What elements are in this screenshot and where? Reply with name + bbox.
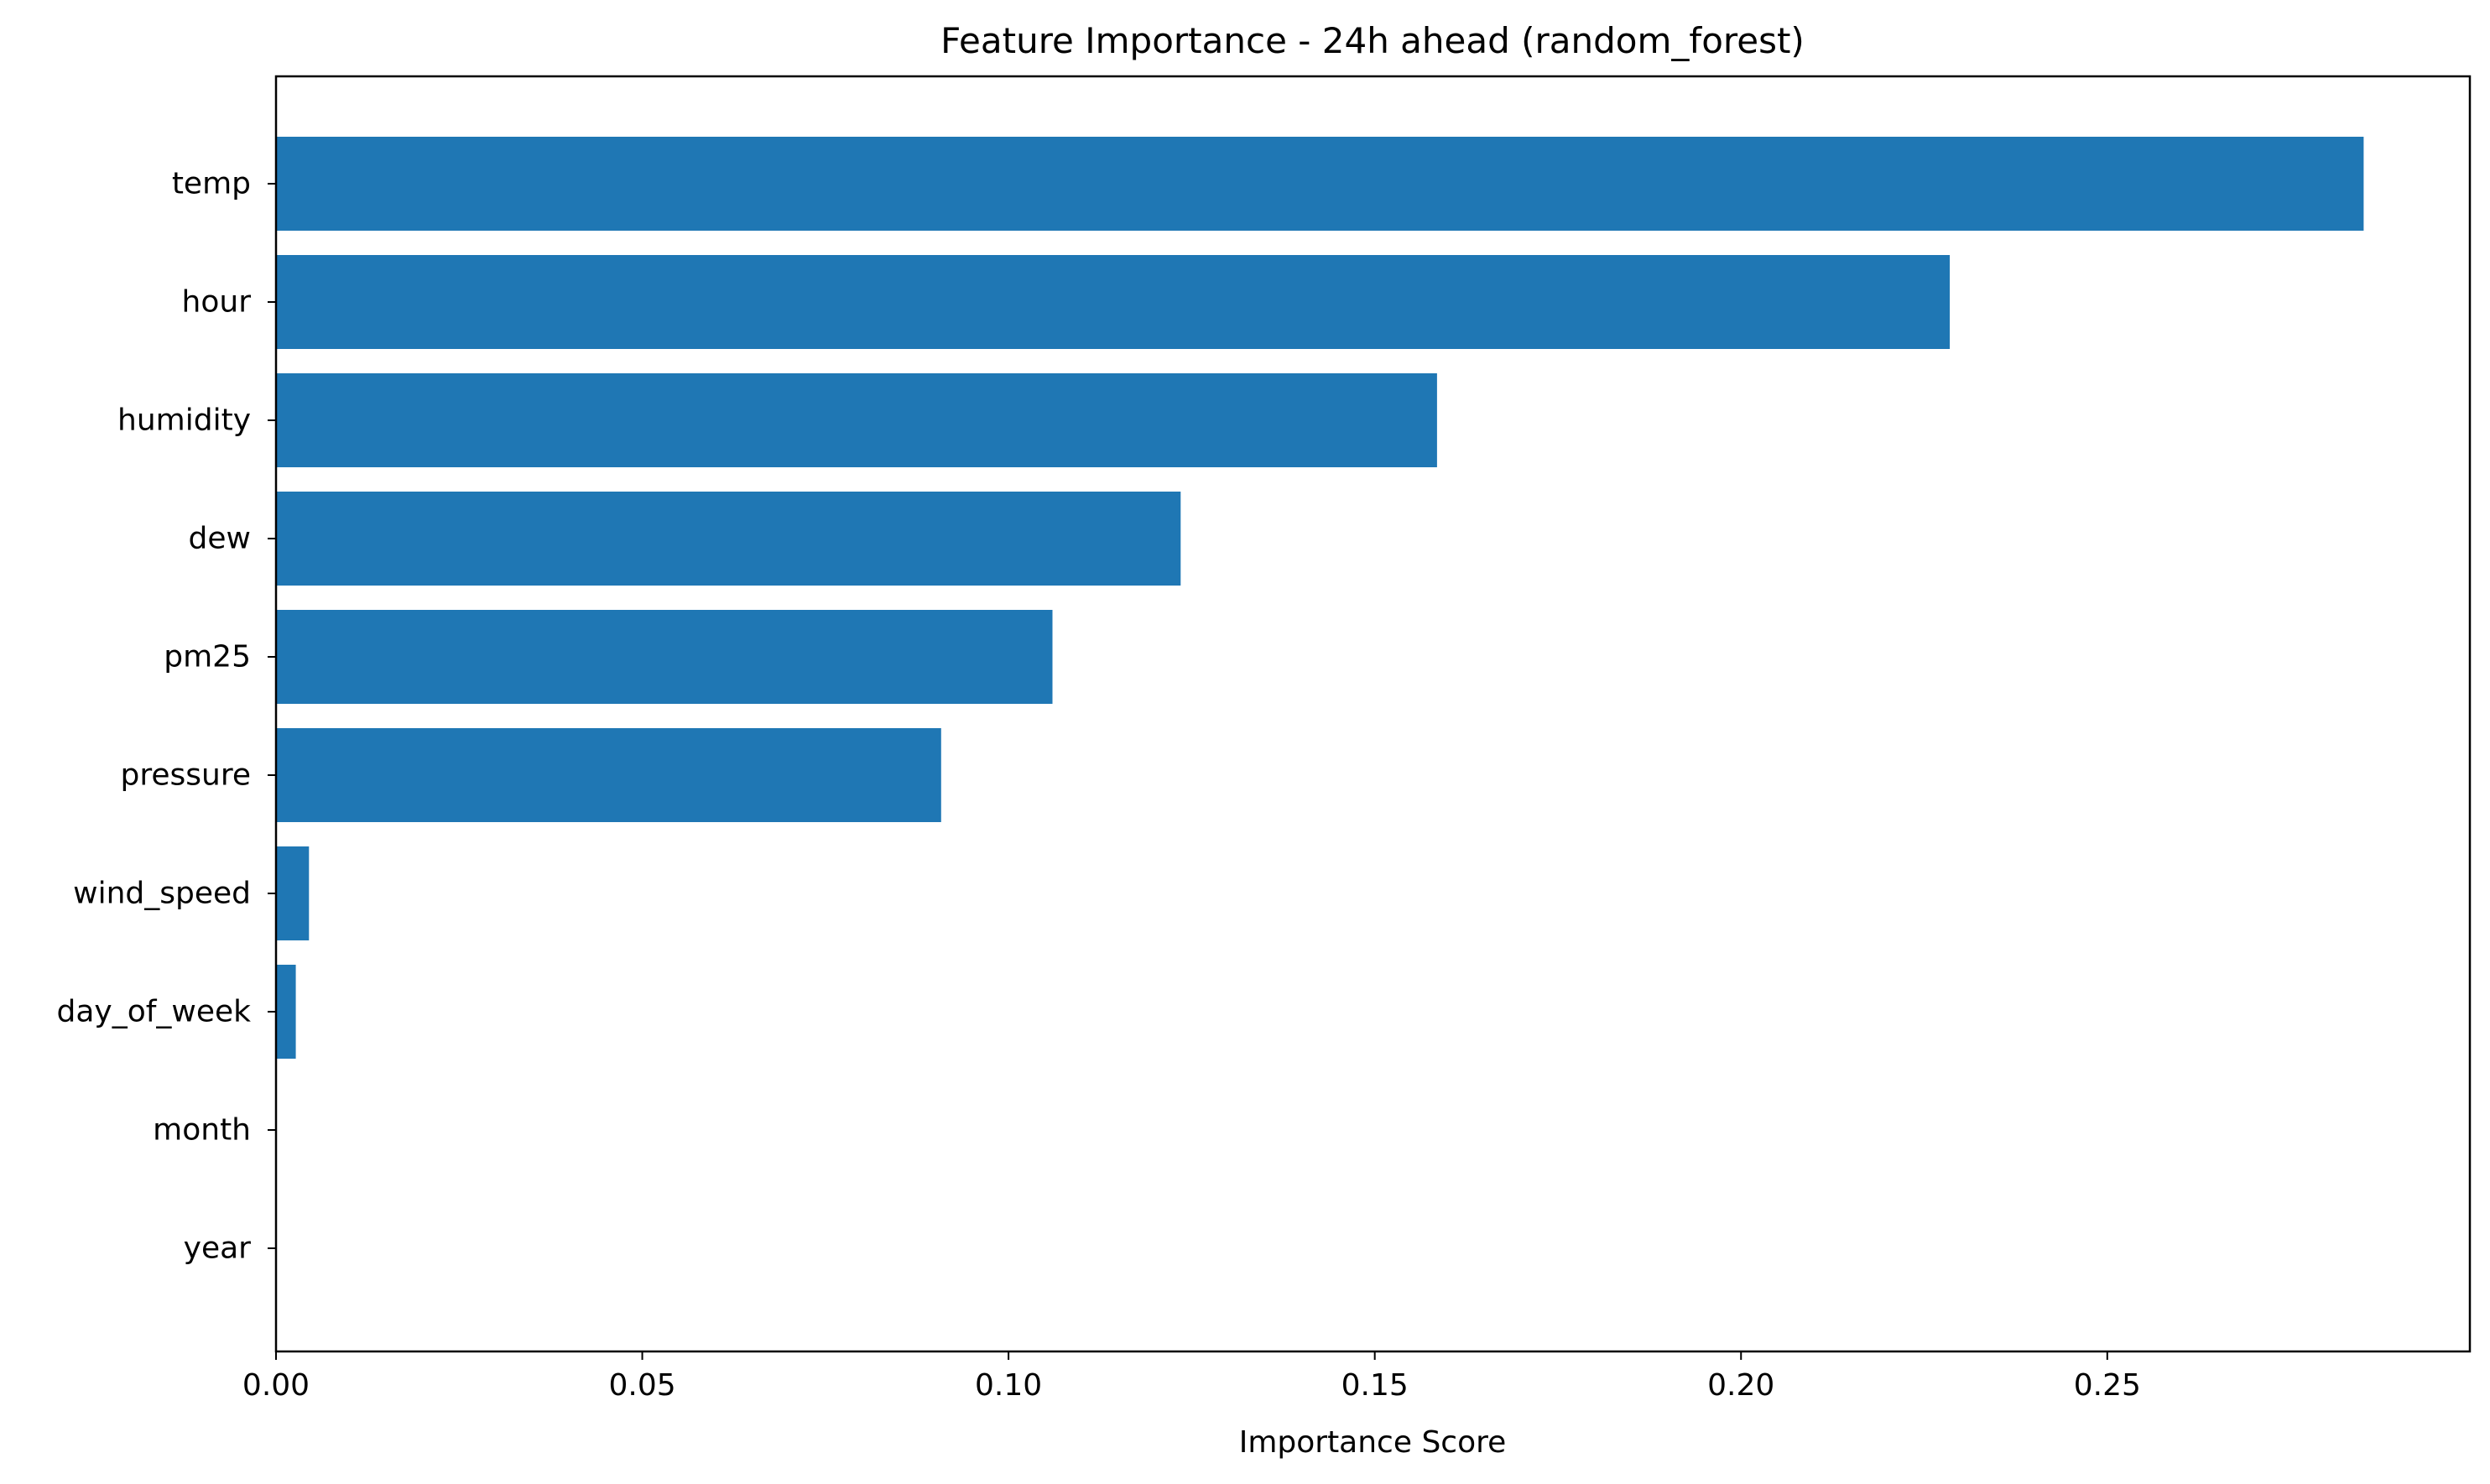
x-tick-label: 0.10 [975, 1368, 1042, 1403]
bar-pm25 [276, 610, 1053, 704]
y-tick-label: wind_speed [73, 877, 251, 911]
bar-temp [276, 137, 2364, 231]
bar-wind-speed [276, 846, 310, 940]
chart-title: Feature Importance - 24h ahead (random_f… [940, 20, 1805, 61]
y-tick-label: month [153, 1113, 251, 1148]
x-tick-label: 0.15 [1341, 1368, 1409, 1403]
bar-day-of-week [276, 965, 296, 1059]
y-tick-label: year [184, 1231, 252, 1266]
y-tick-label: pm25 [164, 640, 251, 674]
y-axis-ticks: temp hour humidity dew pm25 pressure wind_spee… [56, 167, 276, 1266]
x-axis-label: Importance Score [1239, 1425, 1507, 1460]
x-axis-ticks: 0.00 0.05 0.10 0.15 0.20 0.25 [242, 1351, 2141, 1403]
bar-humidity [276, 373, 1437, 467]
bar-pressure [276, 728, 941, 822]
bars-layer [276, 137, 2364, 1059]
x-tick-label: 0.05 [608, 1368, 675, 1403]
plot-frame [274, 75, 2472, 1353]
bar-dew [276, 492, 1181, 586]
x-tick-label: 0.20 [1707, 1368, 1774, 1403]
y-tick-label: day_of_week [56, 995, 251, 1029]
y-tick-label: pressure [121, 758, 252, 793]
y-tick-label: hour [182, 285, 252, 320]
y-tick-label: humidity [117, 404, 251, 438]
bar-hour [276, 255, 1951, 349]
x-tick-label: 0.00 [242, 1368, 310, 1403]
y-tick-label: dew [189, 522, 251, 556]
x-tick-label: 0.25 [2074, 1368, 2141, 1403]
y-tick-label: temp [172, 167, 251, 201]
